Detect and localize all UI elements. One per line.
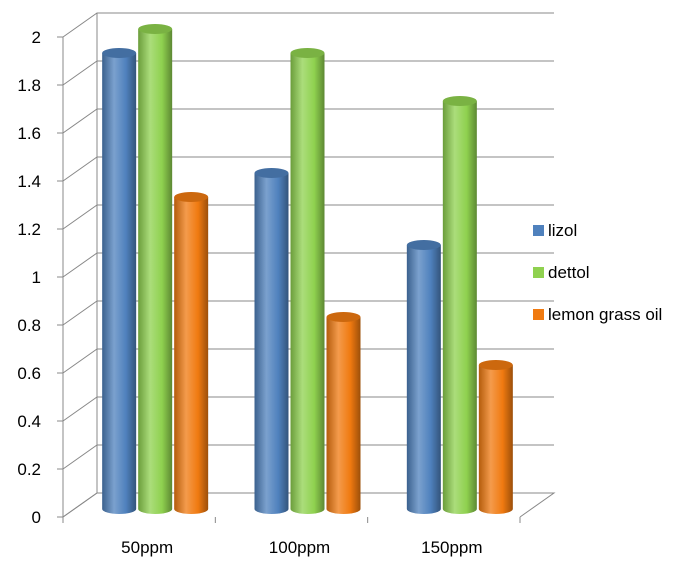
bar-lemon-grass-oil-50ppm — [174, 192, 209, 514]
bar-body — [478, 365, 513, 514]
category-labels: 50ppm 100ppm 150ppm — [121, 538, 482, 557]
bar-dettol-50ppm — [138, 24, 173, 514]
y-tick-label: 2 — [32, 28, 41, 47]
gridline — [62, 156, 554, 182]
bar-body — [102, 53, 137, 514]
gridline — [62, 396, 554, 422]
y-tick-label: 0.8 — [17, 316, 41, 335]
y-tick-label: 1.8 — [17, 76, 41, 95]
legend-item: dettol — [533, 263, 590, 282]
bar-top — [406, 240, 441, 250]
y-tick-label: 0 — [32, 508, 41, 527]
legend-swatch — [533, 225, 544, 236]
y-tick-label: 1.2 — [17, 220, 41, 239]
bar-lemon-grass-oil-150ppm — [478, 360, 513, 514]
y-tick-labels: 0 0.2 0.4 0.6 0.8 1 1.2 1.4 1.6 1.8 2 — [17, 28, 41, 527]
y-tick-label: 0.6 — [17, 364, 41, 383]
bar-body — [442, 101, 477, 514]
legend-item: lizol — [533, 221, 577, 240]
bar-dettol-150ppm — [442, 96, 477, 514]
x-category-label: 150ppm — [421, 538, 482, 557]
bar-top — [442, 96, 477, 106]
legend-label: lemon grass oil — [548, 305, 662, 324]
gridline — [62, 444, 554, 470]
bar-lemon-grass-oil-100ppm — [326, 312, 361, 514]
x-category-label: 50ppm — [121, 538, 173, 557]
bar-lizol-150ppm — [406, 240, 441, 514]
bar-body — [290, 53, 325, 514]
bar-top — [138, 24, 173, 34]
bar-lizol-50ppm — [102, 48, 137, 514]
bar-top — [254, 168, 289, 178]
legend-item: lemon grass oil — [533, 305, 662, 324]
bar-body — [254, 173, 289, 514]
gridline — [62, 300, 554, 326]
y-tick-label: 0.2 — [17, 460, 41, 479]
gridline — [62, 12, 554, 38]
gridline — [62, 60, 554, 86]
gridline — [62, 348, 554, 374]
bar-body — [406, 245, 441, 514]
bar-body — [138, 29, 173, 514]
gridline — [62, 492, 554, 518]
y-tick-label: 0.4 — [17, 412, 41, 431]
bar-body — [326, 317, 361, 514]
bar-top — [326, 312, 361, 322]
bar-body — [174, 197, 209, 514]
legend-swatch — [533, 267, 544, 278]
legend: lizol dettol lemon grass oil — [533, 221, 662, 324]
legend-label: lizol — [548, 221, 577, 240]
x-category-label: 100ppm — [269, 538, 330, 557]
gridline — [62, 252, 554, 278]
legend-label: dettol — [548, 263, 590, 282]
legend-swatch — [533, 309, 544, 320]
y-tick-label: 1 — [32, 268, 41, 287]
bar-top — [102, 48, 137, 58]
bar-top — [174, 192, 209, 202]
bar-top — [478, 360, 513, 370]
bars — [102, 24, 513, 514]
axes — [57, 36, 521, 523]
y-tick-label: 1.6 — [17, 124, 41, 143]
y-tick-label: 1.4 — [17, 172, 41, 191]
bar-top — [290, 48, 325, 58]
bar-dettol-100ppm — [290, 48, 325, 514]
gridlines — [62, 12, 554, 518]
gridline — [62, 204, 554, 230]
gridline — [62, 108, 554, 134]
bar-lizol-100ppm — [254, 168, 289, 514]
